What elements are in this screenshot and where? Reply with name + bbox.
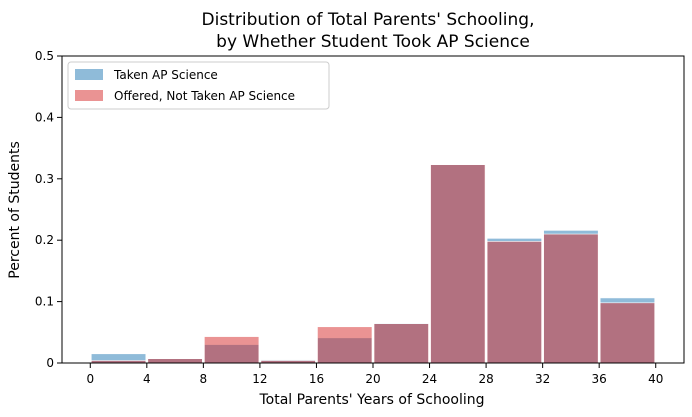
bars (90, 164, 656, 364)
x-tick-label: 12 (252, 372, 267, 386)
chart-title-line-1: Distribution of Total Parents' Schooling… (202, 10, 535, 30)
y-tick-label: 0 (46, 356, 54, 370)
x-tick-label: 8 (200, 372, 208, 386)
bar-not-taken-20-24 (373, 323, 429, 364)
x-tick-label: 16 (309, 372, 324, 386)
x-tick-label: 0 (86, 372, 94, 386)
x-tick-label: 32 (535, 372, 550, 386)
y-tick-label: 0.3 (35, 172, 54, 186)
bar-not-taken-16-20 (317, 326, 373, 364)
x-tick-label: 28 (478, 372, 493, 386)
bar-not-taken-32-36 (543, 233, 599, 364)
bar-not-taken-36-40 (599, 302, 656, 364)
x-tick-label: 4 (143, 372, 151, 386)
legend-box (67, 61, 330, 110)
y-axis-label: Percent of Students (7, 141, 23, 278)
y-tick-label: 0.2 (35, 233, 54, 247)
y-tick-label: 0.5 (35, 49, 54, 63)
legend-swatch-taken (75, 69, 103, 80)
x-axis-label: Total Parents' Years of Schooling (258, 392, 484, 408)
legend-label-not-taken: Offered, Not Taken AP Science (114, 89, 295, 103)
y-tick-label: 0.1 (35, 295, 54, 309)
bar-not-taken-4-8 (147, 358, 203, 364)
y-tick-label: 0.4 (35, 110, 54, 124)
legend-swatch-not-taken (75, 90, 103, 101)
chart-title-line-2: by Whether Student Took AP Science (216, 32, 530, 52)
x-tick-label: 40 (648, 372, 663, 386)
x-axis-ticks: 0 4 8 12 16 20 24 28 32 36 40 (86, 363, 663, 386)
bar-not-taken-8-12 (204, 336, 260, 364)
legend: Taken AP Science Offered, Not Taken AP S… (67, 61, 330, 110)
legend-label-taken: Taken AP Science (113, 68, 218, 82)
y-axis-ticks: 0 0.1 0.2 0.3 0.4 0.5 (35, 49, 62, 370)
x-tick-label: 24 (422, 372, 437, 386)
bar-not-taken-28-32 (486, 241, 542, 364)
bar-not-taken-24-28 (430, 164, 486, 364)
x-tick-label: 20 (365, 372, 380, 386)
x-tick-label: 36 (592, 372, 607, 386)
